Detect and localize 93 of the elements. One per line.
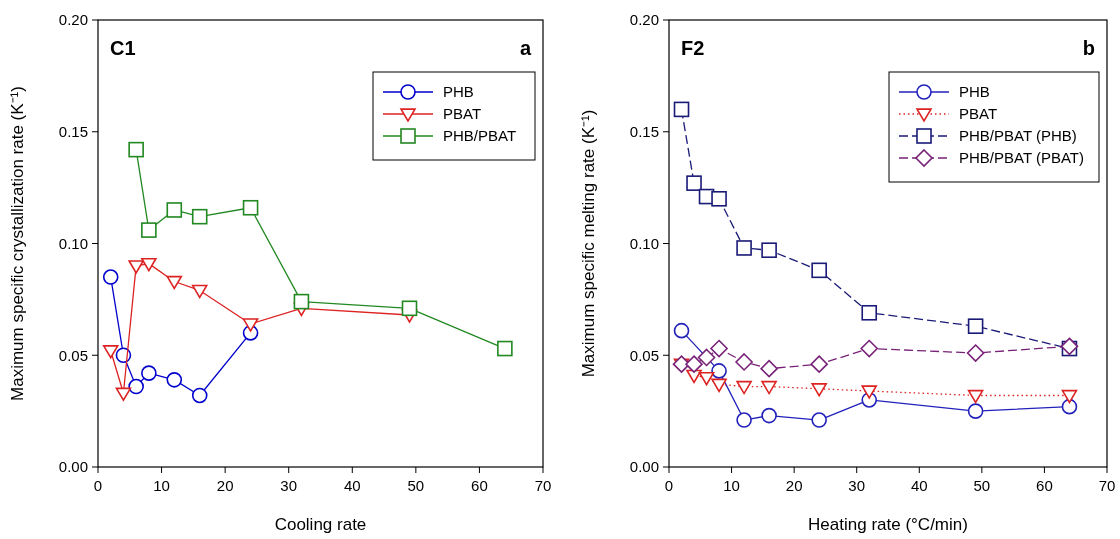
point — [698, 371, 715, 386]
point — [760, 359, 778, 378]
point — [166, 202, 183, 218]
x-tick-label: 20 — [216, 477, 234, 494]
legend-label: PHB/PBAT (PHB) — [959, 127, 1077, 145]
y-tick-label: 0.10 — [629, 234, 659, 252]
point — [128, 141, 144, 158]
x-tick-label: 30 — [848, 477, 866, 494]
point — [685, 355, 703, 373]
point — [967, 389, 984, 404]
x-tick-label: 20 — [785, 477, 803, 494]
point — [860, 339, 879, 358]
point — [736, 380, 752, 395]
point — [811, 262, 827, 279]
point — [861, 385, 878, 399]
x-tick-label: 10 — [723, 477, 740, 494]
point — [761, 242, 777, 259]
point — [711, 363, 727, 379]
point — [967, 318, 984, 334]
point — [191, 208, 208, 225]
point — [736, 240, 752, 256]
point — [761, 380, 777, 395]
point — [166, 372, 183, 388]
point — [966, 344, 985, 362]
legend-label: PHB/PBAT — [443, 127, 517, 145]
point — [711, 378, 727, 393]
legend-label: PBAT — [959, 105, 998, 123]
y-axis-title: Maximum specific melting rate (K⁻¹) — [579, 109, 598, 378]
x-tick-label: 40 — [910, 477, 928, 494]
point — [497, 340, 513, 357]
y-tick-label: 0.15 — [58, 123, 88, 140]
point — [102, 345, 119, 359]
point — [1061, 398, 1078, 415]
point — [673, 322, 690, 339]
x-axis-title: Heating rate (°C/min) — [808, 515, 968, 534]
point — [128, 378, 144, 395]
x-tick-label: 40 — [343, 477, 361, 494]
point — [141, 222, 157, 238]
x-tick-label: 0 — [93, 477, 103, 494]
x-tick-label: 10 — [153, 477, 170, 494]
point — [710, 339, 728, 358]
point — [967, 403, 984, 419]
point — [141, 365, 157, 381]
y-tick-label: 0.05 — [58, 346, 88, 364]
point — [293, 293, 310, 310]
point — [735, 353, 753, 371]
y-tick-label: 0.20 — [58, 11, 88, 29]
point — [673, 101, 690, 118]
point — [811, 383, 827, 397]
x-tick-label: 0 — [664, 477, 674, 494]
point — [191, 387, 208, 404]
y-tick-label: 0.15 — [629, 123, 659, 140]
x-tick-label: 60 — [471, 477, 488, 494]
point — [102, 269, 119, 285]
point — [141, 257, 157, 272]
point — [115, 387, 132, 402]
point — [128, 260, 144, 274]
x-tick-label: 30 — [280, 477, 298, 494]
annotation: C1 — [110, 37, 136, 59]
point — [242, 318, 259, 332]
point — [166, 275, 183, 290]
x-tick-label: 70 — [534, 477, 552, 494]
point — [115, 347, 132, 364]
y-tick-label: 0.10 — [58, 234, 88, 252]
x-tick-label: 50 — [407, 477, 425, 494]
legend-label: PHB — [959, 83, 990, 101]
annotation: a — [519, 37, 532, 59]
legend-label: PHB/PBAT (PBAT) — [959, 149, 1085, 167]
point — [1061, 389, 1078, 404]
y-axis-title: Maximum specific crystallization rate (K⁻¹) — [8, 86, 27, 401]
point — [191, 284, 208, 299]
x-tick-label: 50 — [973, 477, 991, 494]
point — [711, 191, 727, 207]
x-tick-label: 60 — [1036, 477, 1053, 494]
point — [736, 412, 752, 428]
y-tick-label: 0.00 — [629, 458, 659, 476]
point — [686, 175, 702, 191]
y-tick-label: 0.20 — [629, 11, 659, 29]
legend-label: PBAT — [443, 105, 482, 123]
y-tick-label: 0.05 — [629, 346, 659, 364]
point — [810, 355, 828, 373]
point — [861, 304, 878, 321]
point — [811, 412, 827, 428]
annotation: F2 — [681, 37, 705, 59]
y-tick-label: 0.00 — [58, 458, 88, 476]
x-tick-label: 70 — [1098, 477, 1116, 494]
x-axis-title: Cooling rate — [274, 515, 367, 534]
legend-label: PHB — [443, 83, 474, 101]
point — [242, 199, 259, 216]
point — [761, 407, 777, 424]
point — [697, 348, 716, 367]
point — [401, 300, 418, 317]
annotation: b — [1082, 37, 1095, 59]
